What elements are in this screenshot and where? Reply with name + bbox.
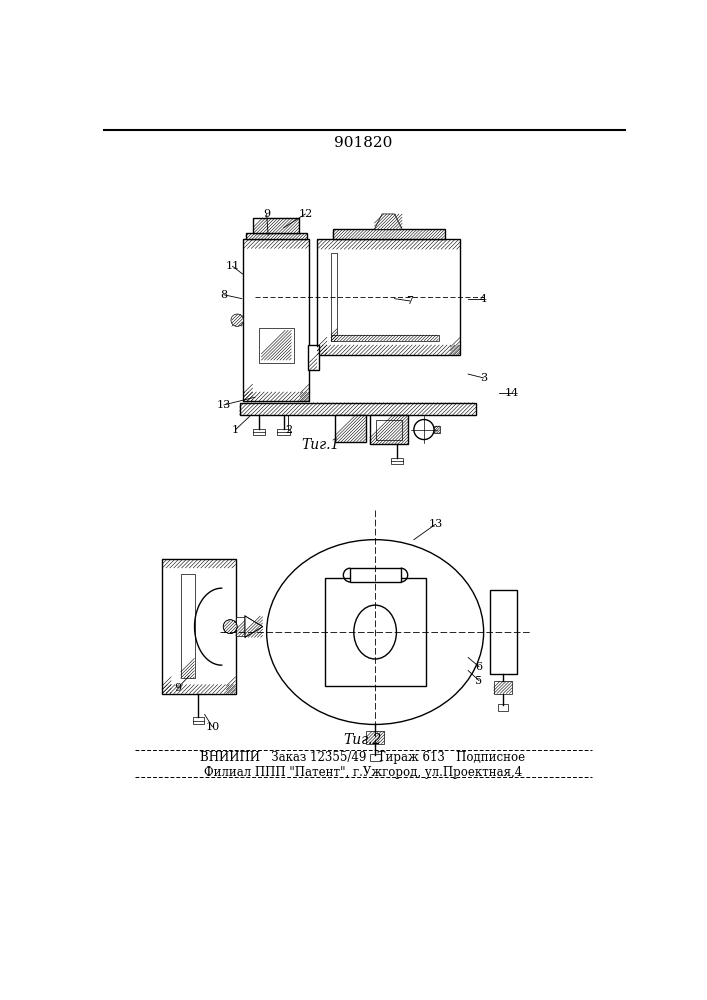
- Bar: [335, 415, 366, 442]
- Bar: [370, 754, 380, 761]
- Text: Τиг.1: Τиг.1: [302, 438, 340, 452]
- Text: 10: 10: [205, 722, 219, 732]
- Text: 5: 5: [475, 676, 483, 686]
- Bar: [498, 704, 508, 711]
- Bar: [193, 717, 204, 724]
- Bar: [252, 429, 265, 435]
- Text: Филиал ППП "Патент", г.Ужгород, ул.Проектная,4: Филиал ППП "Патент", г.Ужгород, ул.Проек…: [204, 766, 522, 779]
- Bar: [493, 681, 513, 694]
- Text: 6: 6: [475, 662, 483, 672]
- Text: Τиг.2: Τиг.2: [344, 733, 382, 747]
- Bar: [366, 731, 385, 744]
- Text: 12: 12: [298, 209, 312, 219]
- Text: 1: 1: [232, 425, 239, 435]
- Circle shape: [231, 314, 243, 326]
- Bar: [327, 249, 450, 345]
- Bar: [331, 335, 438, 341]
- Text: 2: 2: [285, 425, 292, 435]
- Bar: [235, 617, 245, 636]
- Text: ВНИИПИ   Заказ 12355/49   Тираж 613   Подписное: ВНИИПИ Заказ 12355/49 Тираж 613 Подписно…: [200, 751, 525, 764]
- Text: 9: 9: [174, 683, 181, 693]
- Bar: [162, 559, 235, 694]
- Bar: [277, 429, 290, 435]
- Polygon shape: [245, 616, 263, 637]
- Ellipse shape: [267, 540, 484, 724]
- Text: 13: 13: [428, 519, 443, 529]
- Bar: [243, 239, 309, 401]
- Ellipse shape: [354, 605, 397, 659]
- Bar: [180, 574, 194, 678]
- Text: 8: 8: [221, 290, 228, 300]
- Bar: [252, 249, 300, 392]
- Bar: [391, 458, 403, 464]
- Bar: [325, 578, 426, 686]
- Text: 14: 14: [504, 388, 519, 398]
- Bar: [331, 253, 337, 341]
- Polygon shape: [374, 214, 402, 229]
- Text: 3: 3: [480, 373, 487, 383]
- Text: 9: 9: [263, 209, 270, 219]
- Bar: [308, 345, 319, 370]
- Text: 4: 4: [480, 294, 487, 304]
- Bar: [434, 426, 440, 433]
- Text: 13: 13: [217, 400, 231, 410]
- Bar: [351, 568, 401, 582]
- Bar: [259, 328, 293, 363]
- Text: 7: 7: [407, 296, 414, 306]
- Bar: [376, 420, 402, 440]
- Bar: [240, 403, 476, 415]
- Bar: [317, 239, 460, 355]
- Bar: [253, 218, 299, 233]
- Bar: [490, 590, 517, 674]
- Bar: [246, 233, 307, 239]
- Text: 901820: 901820: [334, 136, 392, 150]
- Bar: [370, 415, 409, 444]
- Text: 11: 11: [226, 261, 240, 271]
- Bar: [332, 229, 445, 239]
- Circle shape: [414, 420, 434, 440]
- Circle shape: [223, 620, 237, 634]
